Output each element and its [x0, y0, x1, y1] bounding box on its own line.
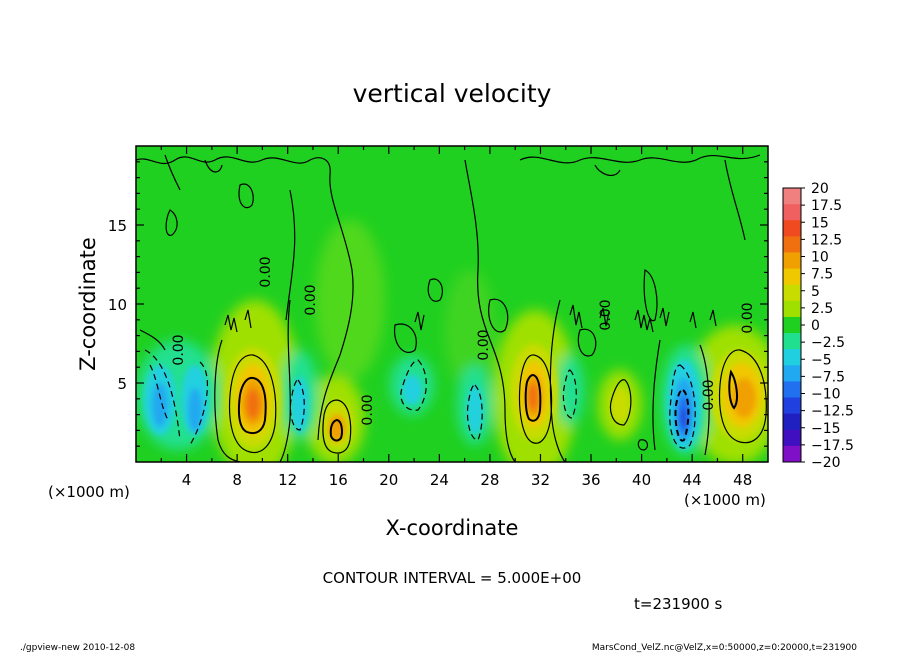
contour-label: 0.00 [598, 299, 614, 330]
x-tick-label: 48 [733, 471, 752, 489]
x-tick-label: 16 [329, 471, 348, 489]
colorbar-swatch [783, 333, 801, 350]
y-tick-label: 10 [108, 296, 127, 314]
colorbar-swatch [783, 220, 801, 237]
plot-field [136, 146, 768, 462]
time-label: t=231900 s [634, 595, 722, 613]
colorbar-tick-label: −5 [811, 352, 832, 368]
colorbar-swatch [783, 316, 801, 334]
colorbar-tick-label: 5 [811, 284, 820, 300]
colorbar-swatch [783, 349, 801, 366]
x-tick-label: 36 [581, 471, 600, 489]
contour-label: 0.00 [701, 379, 717, 410]
colorbar-tick-label: −17.5 [811, 438, 854, 454]
y-axis: 5 10 15 [108, 161, 768, 447]
colorbar-swatch [783, 236, 801, 253]
colorbar-swatch [783, 445, 801, 463]
colorbar-tick-label: 15 [811, 215, 829, 231]
colorbar-swatch [783, 300, 801, 318]
colorbar-swatch [783, 284, 801, 302]
colorbar-tick-label: 7.5 [811, 267, 833, 283]
contour-label: 0.00 [258, 256, 274, 287]
x-tick-label: 4 [182, 471, 192, 489]
colorbar-tick-label: 10 [811, 250, 829, 266]
colorbar-swatch [783, 204, 801, 221]
x-tick-label: 32 [531, 471, 550, 489]
y-tick-label: 15 [108, 217, 127, 235]
y-axis-title: Z-coordinate [76, 237, 100, 371]
contour-label: 0.00 [171, 334, 187, 365]
colorbar-swatch [783, 252, 801, 270]
colorbar-swatch [783, 413, 801, 431]
contour-labels: 0.00 0.00 0.00 0.00 0.00 0.00 0.00 0.00 [171, 256, 756, 425]
contour-label: 0.00 [303, 284, 319, 315]
colorbar-swatch [783, 381, 801, 399]
x-tick-label: 8 [232, 471, 242, 489]
footer-left: ./gpview-new 2010-12-08 [20, 643, 135, 653]
colorbar-tick-label: −10 [811, 387, 841, 403]
colorbar-tick-label: 0 [811, 318, 820, 334]
colorbar-tick-label: −12.5 [811, 404, 854, 420]
x-tick-label: 24 [430, 471, 449, 489]
contour-label: 0.00 [360, 394, 376, 425]
x-axis-title: X-coordinate [386, 516, 519, 540]
colorbar-tick-label: 20 [811, 181, 829, 197]
x-tick-label: 20 [379, 471, 398, 489]
y-tick-label: 5 [117, 375, 127, 393]
colorbar-swatch [783, 268, 801, 286]
x-unit-label: (×1000 m) [48, 483, 130, 501]
colorbar-swatch [783, 397, 801, 415]
colorbar-swatch [783, 429, 801, 447]
contour-interval: CONTOUR INTERVAL = 5.000E+00 [323, 569, 582, 587]
chart-title: vertical velocity [353, 79, 552, 108]
contour-label: 0.00 [740, 302, 756, 333]
colorbar-tick-label: 12.5 [811, 232, 842, 248]
colorbar-tick-label: −2.5 [811, 335, 845, 351]
x-axis: 4 8 12 16 20 24 28 32 36 40 44 48 [160, 146, 752, 489]
colorbar-swatch [783, 188, 801, 205]
footer-right: MarsCond_VelZ.nc@VelZ,x=0:50000,z=0:2000… [592, 643, 857, 653]
colorbar-tick-label: −20 [811, 455, 841, 471]
contour-label: 0.00 [476, 329, 492, 360]
colorbar-swatch [783, 365, 801, 382]
colorbar-tick-label: 2.5 [811, 301, 833, 317]
y-unit-label: (×1000 m) [684, 491, 766, 509]
colorbar-tick-label: −15 [811, 421, 841, 437]
x-tick-label: 40 [632, 471, 651, 489]
colorbar-tick-label: −7.5 [811, 369, 845, 385]
x-tick-label: 28 [480, 471, 499, 489]
contour-lines [136, 154, 767, 462]
colorbar-tick-label: 17.5 [811, 198, 842, 214]
x-tick-label: 44 [683, 471, 702, 489]
x-tick-label: 12 [278, 471, 297, 489]
